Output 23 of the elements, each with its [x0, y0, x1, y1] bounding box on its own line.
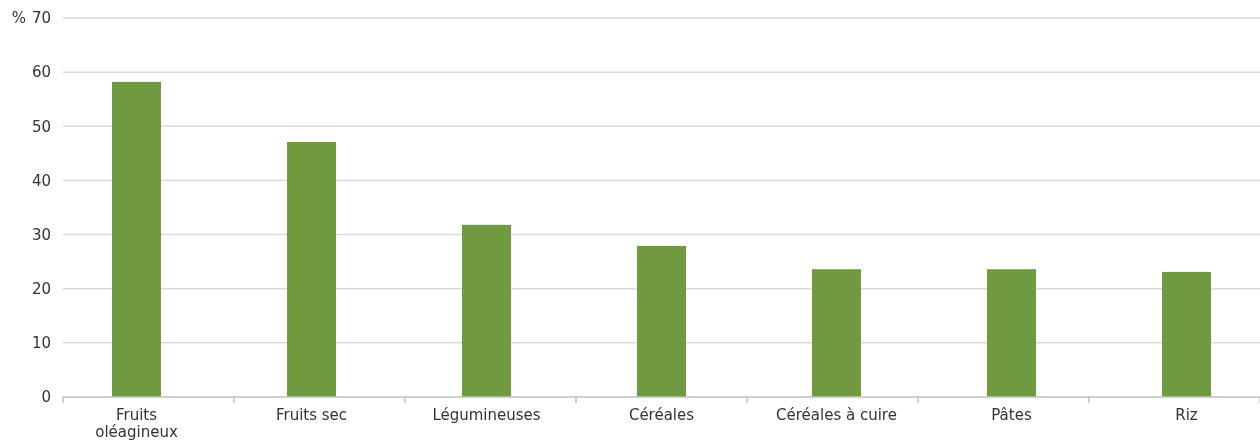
- y-tick-label: 20: [31, 279, 51, 298]
- y-tick-label: 70: [31, 9, 51, 28]
- x-tick-label: Pâtes: [991, 406, 1032, 424]
- x-tick-label: Légumineuses: [432, 406, 541, 424]
- bar: [112, 81, 161, 397]
- y-tick-label: 40: [31, 171, 51, 190]
- y-tick-label: 50: [31, 117, 51, 136]
- bar: [812, 269, 861, 397]
- bar: [637, 245, 686, 397]
- bar: [1162, 271, 1211, 397]
- x-tick-label: Céréales à cuire: [776, 406, 897, 424]
- y-tick-label: 10: [31, 334, 51, 353]
- y-axis-title: %: [11, 9, 26, 28]
- x-tick-label: Fruits sec: [275, 406, 348, 424]
- y-tick-label: 30: [31, 225, 51, 244]
- bar: [287, 141, 336, 397]
- x-tick-label: Fruits oléagineux: [95, 406, 178, 441]
- bar: [462, 224, 511, 397]
- y-tick-label: 60: [31, 63, 51, 82]
- x-tick-label: Céréales: [628, 406, 695, 424]
- bar: [987, 269, 1036, 397]
- y-tick-label: 0: [41, 388, 51, 407]
- x-tick-label: Riz: [1175, 406, 1198, 424]
